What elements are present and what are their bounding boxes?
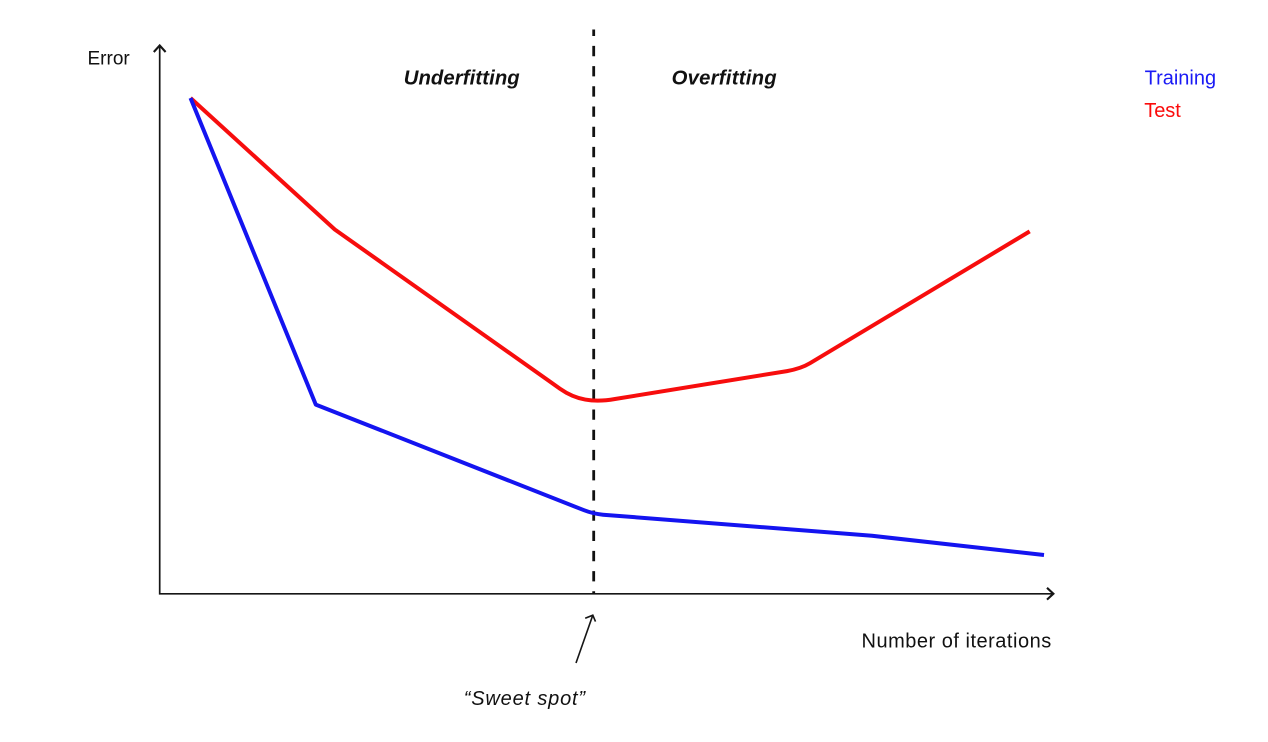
- svg-text:Test: Test: [1144, 100, 1181, 122]
- svg-text:Number of iterations: Number of iterations: [862, 630, 1052, 652]
- svg-text:Underfitting: Underfitting: [404, 67, 521, 89]
- svg-text:Training: Training: [1145, 68, 1217, 90]
- svg-text:Overfitting: Overfitting: [672, 67, 778, 89]
- svg-text:Error: Error: [88, 49, 131, 70]
- svg-text:“Sweet spot”: “Sweet spot”: [464, 688, 587, 710]
